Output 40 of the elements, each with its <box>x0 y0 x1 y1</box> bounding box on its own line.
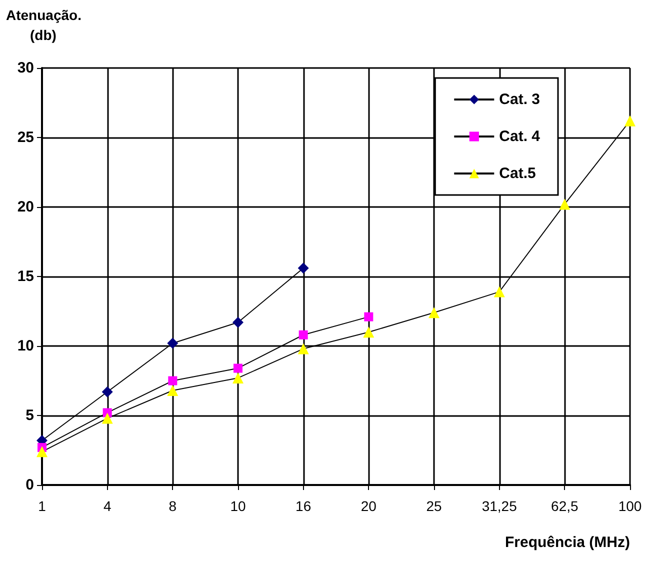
y-tick-label: 0 <box>26 476 34 494</box>
y-axis-title: Atenuação. (db) <box>6 7 82 43</box>
point <box>298 262 309 274</box>
y-tick-label: 15 <box>17 268 34 285</box>
point <box>559 198 570 210</box>
x-tick-label: 8 <box>168 498 177 514</box>
point <box>624 115 636 126</box>
point <box>102 412 113 424</box>
x-tick-label: 62,5 <box>551 498 579 514</box>
x-tick-label: 100 <box>618 498 642 514</box>
y-tick-label: 20 <box>17 198 34 216</box>
x-tick-label: 31,25 <box>482 498 518 514</box>
point <box>232 372 244 384</box>
point <box>494 286 505 298</box>
x-tick-label: 1 <box>38 498 46 514</box>
x-tick-label: 4 <box>103 498 112 514</box>
point <box>428 307 440 318</box>
legend-label: Cat. 3 <box>499 91 540 108</box>
point <box>234 364 242 373</box>
point <box>232 316 244 328</box>
y-tick-label: 25 <box>17 129 34 146</box>
legend-label: Cat. 4 <box>499 128 541 145</box>
y-tick-label: 30 <box>17 60 34 76</box>
x-axis-title: Frequência (MHz) <box>504 534 630 551</box>
point <box>363 326 374 338</box>
y-tick-label: 10 <box>17 338 34 354</box>
point <box>36 446 48 458</box>
point <box>298 343 309 354</box>
legend-label: Cat.5 <box>499 165 536 182</box>
point <box>102 386 113 398</box>
y-tick-label: 5 <box>26 407 34 424</box>
x-tick-label: 25 <box>426 498 442 514</box>
point <box>167 338 178 349</box>
point <box>167 384 178 396</box>
x-tick-label: 20 <box>360 498 377 514</box>
point <box>168 376 178 386</box>
x-tick-label: 16 <box>296 498 312 514</box>
point <box>364 312 374 322</box>
x-tick-label: 10 <box>230 498 246 514</box>
point <box>298 330 308 340</box>
